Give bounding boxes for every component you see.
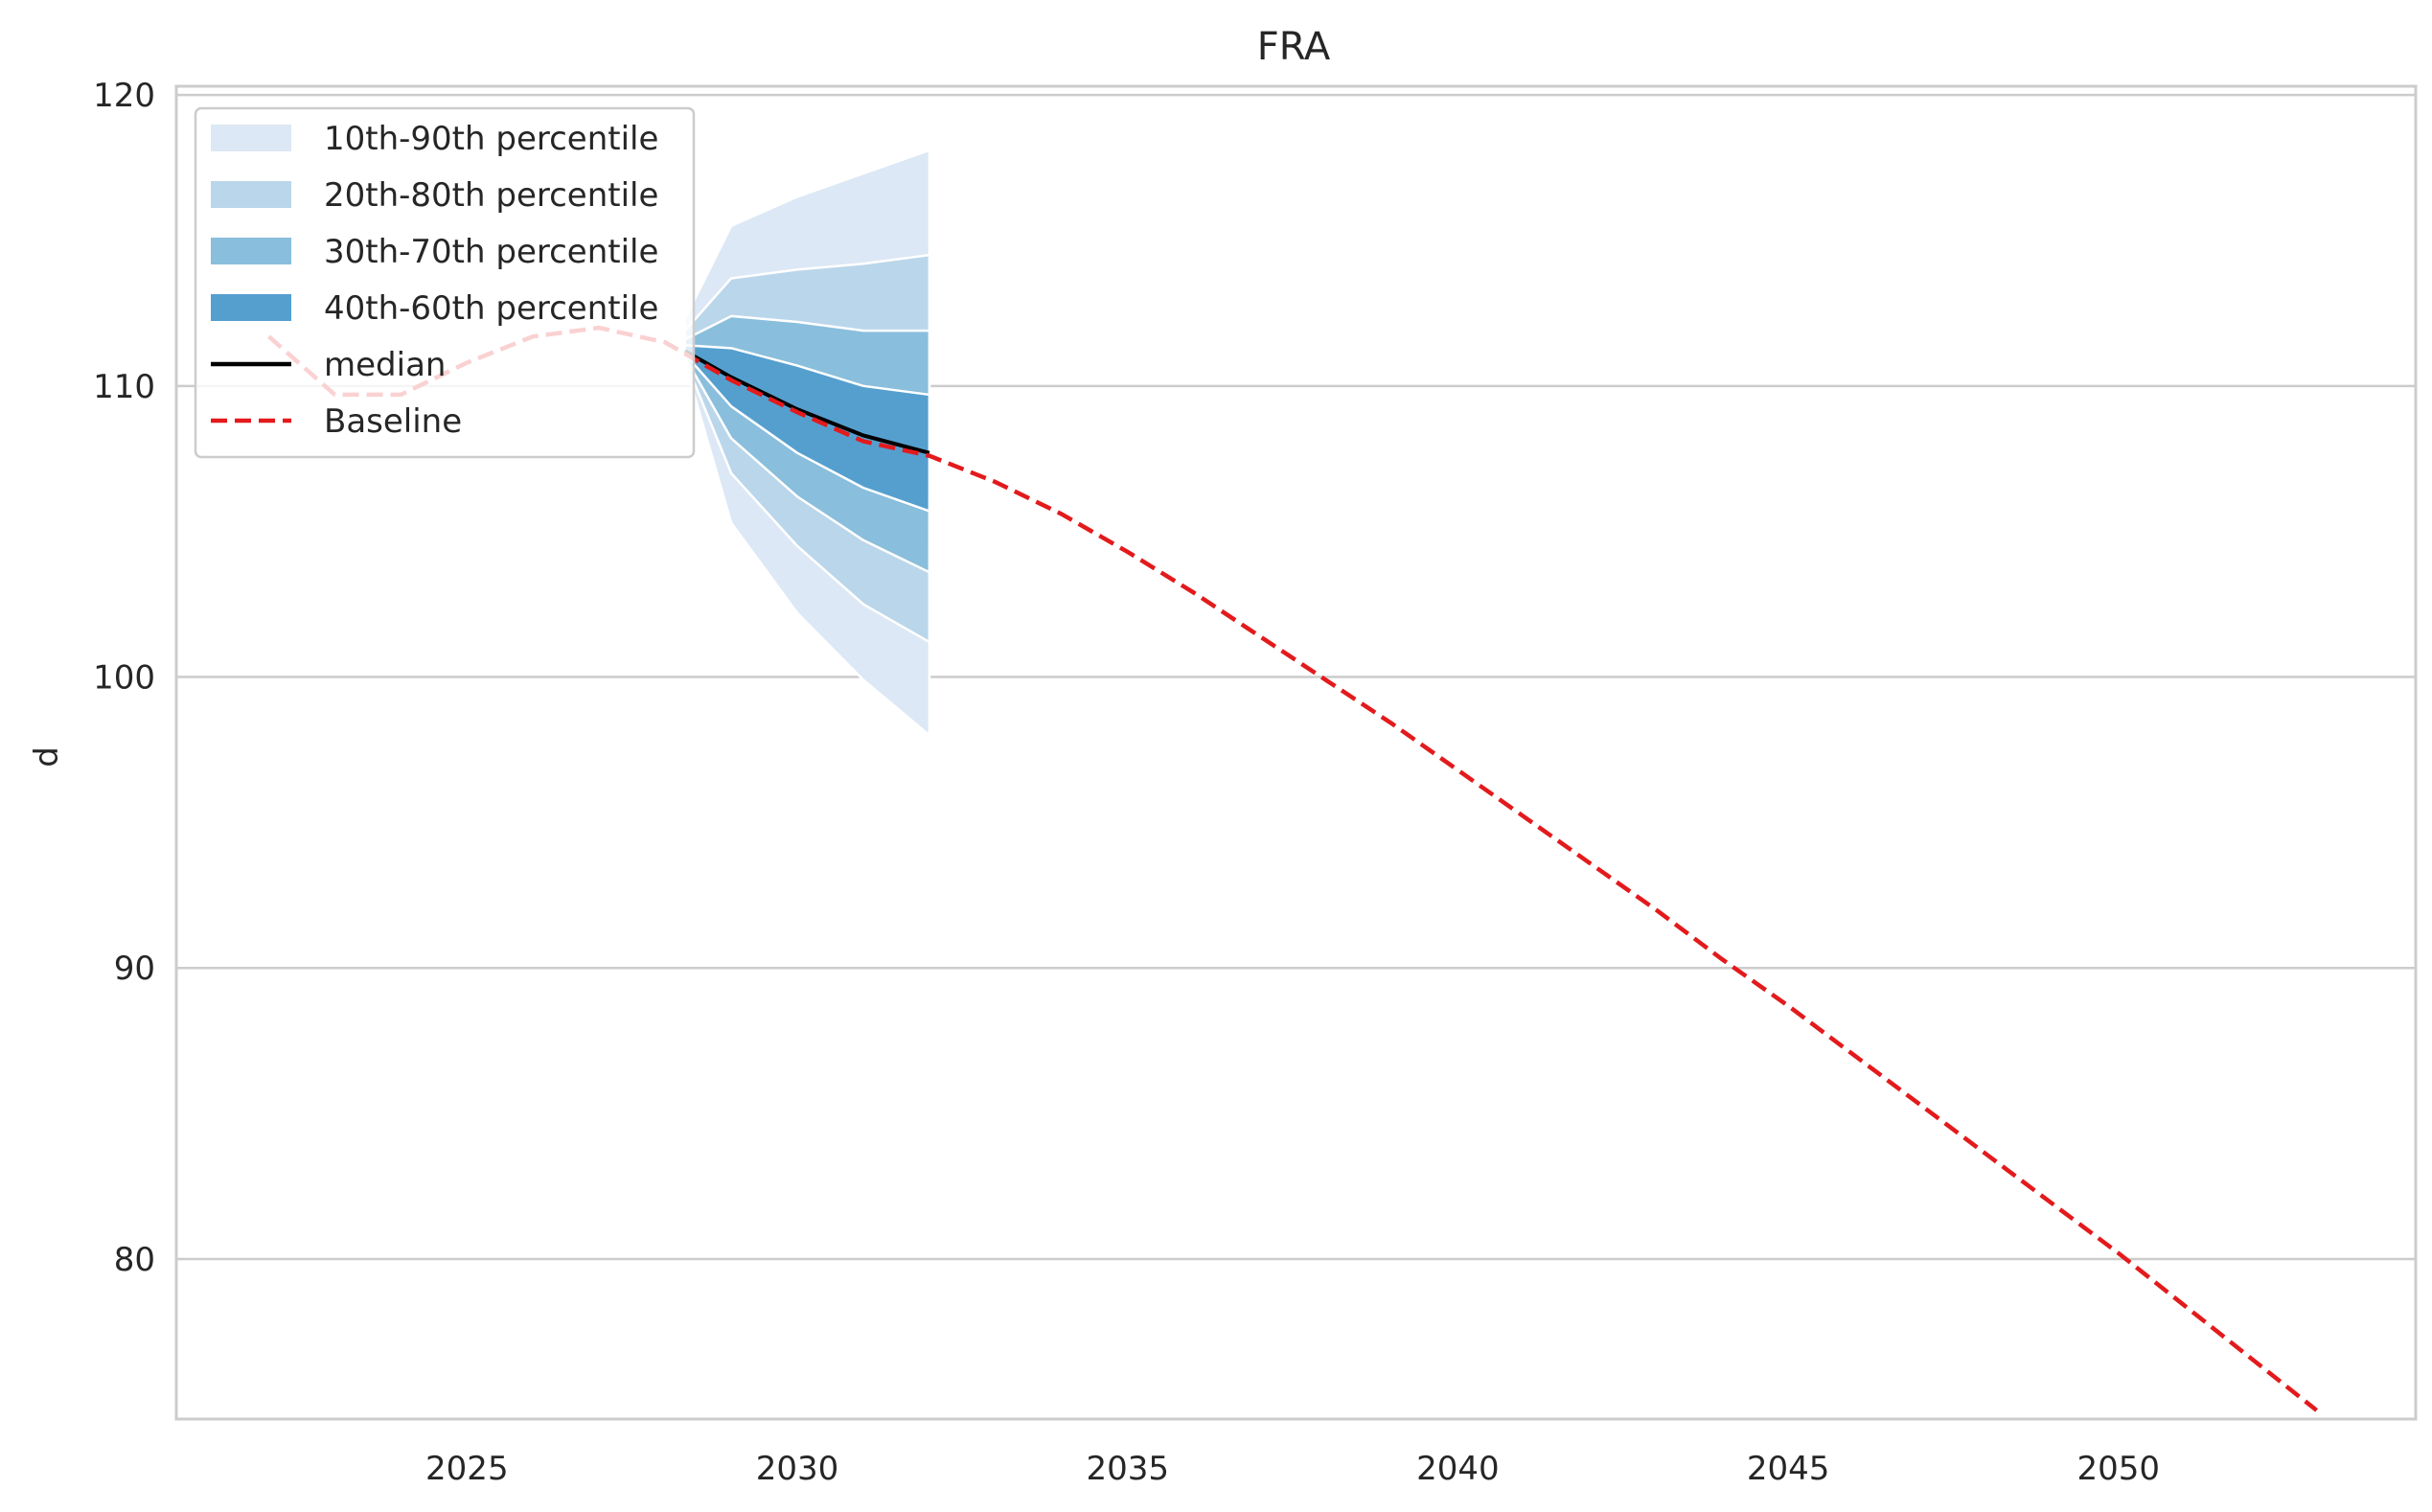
x-tick-label: 2045 bbox=[1747, 1450, 1830, 1488]
percentile-bands bbox=[683, 149, 931, 737]
legend-swatch bbox=[211, 181, 291, 208]
grid-layer: 80 90 100 110 120 2025 2030 2035 2040 2045 2050 bbox=[93, 77, 2416, 1488]
legend-swatch bbox=[211, 238, 291, 264]
legend-label: 20th-80th percentile bbox=[324, 176, 658, 215]
chart-title: FRA bbox=[1257, 25, 1331, 69]
axes-layer bbox=[174, 84, 2418, 1421]
lines-layer bbox=[267, 325, 2318, 1412]
x-tick-label: 2025 bbox=[425, 1450, 509, 1488]
x-tick-label: 2050 bbox=[2077, 1450, 2161, 1488]
legend-label: 10th-90th percentile bbox=[324, 120, 658, 158]
legend-label: 40th-60th percentile bbox=[324, 289, 658, 328]
x-tick-label: 2035 bbox=[1086, 1450, 1169, 1488]
legend: 10th-90th percentile 20th-80th percentile… bbox=[194, 106, 696, 459]
x-tick-label: 2030 bbox=[756, 1450, 839, 1488]
legend-box bbox=[194, 106, 696, 459]
plot-frame bbox=[174, 84, 2418, 1421]
legend-swatch bbox=[211, 294, 291, 321]
median-line bbox=[683, 349, 930, 455]
baseline-line bbox=[267, 325, 2318, 1412]
legend-swatch bbox=[211, 125, 291, 151]
legend-label: Baseline bbox=[324, 402, 462, 441]
legend-label: 30th-70th percentile bbox=[324, 233, 658, 271]
legend-label: median bbox=[324, 346, 446, 384]
y-tick-label: 80 bbox=[114, 1241, 155, 1279]
y-tick-label: 100 bbox=[93, 659, 155, 698]
y-tick-label: 110 bbox=[93, 368, 155, 406]
x-tick-label: 2040 bbox=[1416, 1450, 1500, 1488]
y-tick-label: 90 bbox=[114, 950, 155, 988]
y-axis-label: d bbox=[28, 746, 66, 767]
band-p40-p60 bbox=[683, 344, 931, 513]
y-tick-label: 120 bbox=[93, 77, 155, 115]
